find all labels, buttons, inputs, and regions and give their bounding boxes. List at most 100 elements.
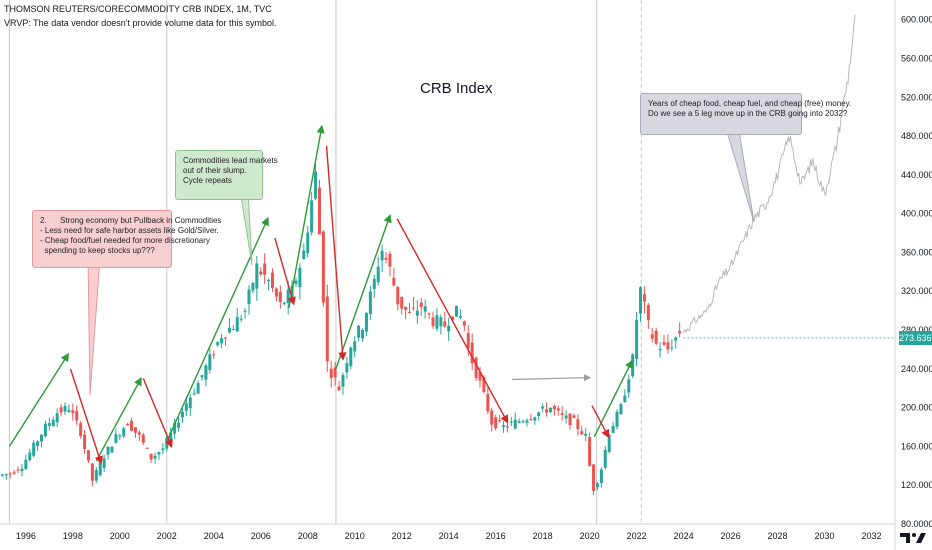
candle-body — [509, 421, 513, 423]
y-tick-label: 320.0000 — [901, 286, 932, 296]
candle-body — [368, 291, 372, 314]
candle-body — [24, 459, 28, 469]
candle-body — [212, 354, 216, 356]
candle-body — [658, 348, 662, 351]
candle-body — [196, 383, 200, 394]
candle-body — [247, 289, 251, 304]
uptrend-arrow — [95, 377, 142, 462]
y-tick-label: 360.0000 — [901, 247, 932, 257]
candle-body — [380, 250, 384, 261]
x-tick-label: 2006 — [251, 531, 271, 541]
candle-body — [314, 171, 318, 199]
red-annotation-note[interactable]: 2. Strong economy but Pullback in Commod… — [32, 210, 221, 268]
downtrend-arrow — [325, 145, 347, 361]
candle-body — [86, 450, 90, 461]
candle-body — [619, 404, 623, 414]
x-tick-label: 2002 — [157, 531, 177, 541]
candle-body — [364, 313, 368, 332]
candle-body — [650, 334, 654, 339]
candle-body — [79, 423, 83, 437]
candle-body — [482, 377, 486, 393]
candle-body — [384, 257, 388, 260]
candle-body — [670, 347, 674, 349]
candle-body — [353, 341, 357, 352]
candle-body — [173, 422, 177, 434]
candle-body — [408, 311, 412, 313]
candle-body — [98, 462, 102, 476]
x-tick-label: 2004 — [204, 531, 224, 541]
last-price-label: 273.6361 — [899, 331, 932, 345]
green-annotation-note[interactable]: Commodities lead markets out of their sl… — [175, 150, 278, 200]
candle-body — [40, 434, 44, 442]
y-tick-label: 200.0000 — [901, 403, 932, 413]
candle-body — [521, 421, 525, 423]
candle-body — [321, 231, 325, 303]
candle-body — [541, 406, 545, 409]
candle-body — [435, 315, 439, 329]
candle-body — [110, 446, 114, 453]
candle-body — [447, 325, 451, 332]
candle-body — [169, 432, 173, 442]
candle-body — [674, 337, 678, 341]
candle-body — [282, 302, 286, 304]
candle-body — [678, 331, 682, 334]
candle-body — [654, 330, 658, 344]
candle-body — [388, 253, 392, 267]
candle-body — [576, 419, 580, 430]
x-tick-label: 2014 — [439, 531, 459, 541]
candle-body — [177, 422, 181, 428]
candle-body — [278, 291, 282, 303]
candle-body — [333, 367, 337, 378]
candle-body — [439, 317, 443, 327]
x-tick-label: 2012 — [392, 531, 412, 541]
candle-body — [243, 310, 247, 312]
candle-body — [537, 412, 541, 417]
y-tick-label: 520.0000 — [901, 92, 932, 102]
candle-body — [451, 316, 455, 321]
x-tick-label: 2022 — [627, 531, 647, 541]
y-tick-label: 280.0000 — [901, 325, 932, 335]
candle-body — [490, 410, 494, 425]
y-tick-label: 480.0000 — [901, 131, 932, 141]
candle-body — [639, 287, 643, 314]
downtrend-arrow — [142, 378, 173, 448]
candle-body — [255, 263, 259, 289]
candle-body — [478, 371, 482, 381]
candle-body — [12, 472, 16, 474]
candle-body — [400, 296, 404, 309]
candle-body — [231, 328, 235, 330]
candle-body — [548, 407, 552, 413]
candle-body — [235, 317, 239, 332]
candle-body — [224, 337, 228, 339]
candle-body — [118, 435, 122, 437]
candle-body — [404, 306, 408, 310]
candle-body — [349, 347, 353, 367]
candle-body — [357, 325, 361, 338]
candle-body — [588, 437, 592, 467]
y-tick-label: 400.0000 — [901, 209, 932, 219]
x-tick-label: 2030 — [815, 531, 835, 541]
chart-title: CRB Index — [420, 80, 493, 97]
candle-body — [470, 342, 474, 364]
candle-body — [180, 411, 184, 418]
candle-body — [599, 469, 603, 484]
downtrend-arrow — [274, 237, 296, 306]
tradingview-logo-icon — [900, 533, 926, 543]
uptrend-arrow — [593, 359, 633, 438]
candle-body — [611, 425, 615, 433]
uptrend-arrow — [166, 216, 269, 442]
candle-body — [204, 365, 208, 380]
x-tick-label: 1996 — [16, 531, 36, 541]
candle-body — [584, 433, 588, 436]
red-note-tail — [87, 257, 101, 396]
candle-body — [533, 417, 537, 421]
gray-annotation-note[interactable]: Years of cheap food, cheap fuel, and che… — [640, 93, 851, 135]
candle-body — [572, 415, 576, 418]
candle-body — [126, 423, 130, 426]
candle-body — [239, 318, 243, 320]
candle-body — [36, 441, 40, 446]
candle-body — [631, 354, 635, 377]
candle-body — [4, 474, 8, 476]
x-tick-label: 2018 — [533, 531, 553, 541]
